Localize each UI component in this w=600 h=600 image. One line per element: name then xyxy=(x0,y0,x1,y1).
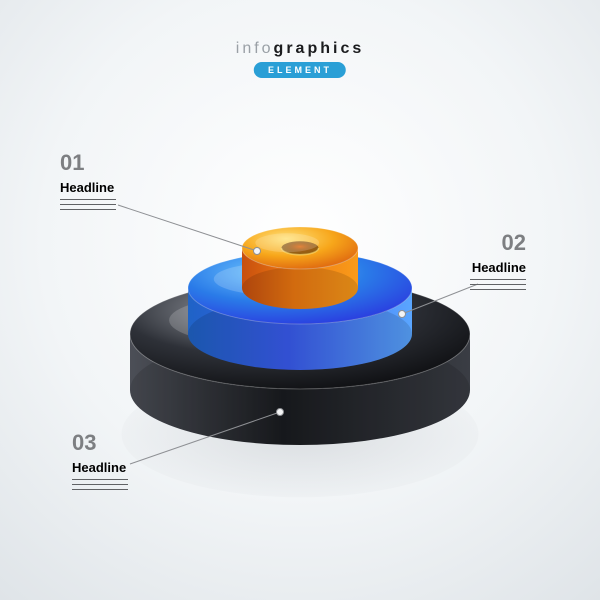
callout-number: 02 xyxy=(470,230,526,256)
callout-body-lines xyxy=(470,279,526,290)
callout-headline: Headline xyxy=(60,180,116,195)
callout-body-lines xyxy=(72,479,128,490)
callout-headline: Headline xyxy=(470,260,526,275)
callout-01: 01 Headline xyxy=(60,150,116,214)
callout-body-lines xyxy=(60,199,116,210)
callout-headline: Headline xyxy=(72,460,128,475)
callout-02: 02 Headline xyxy=(470,230,526,294)
callout-03: 03 Headline xyxy=(72,430,128,494)
callout-number: 01 xyxy=(60,150,116,176)
tiers-figure xyxy=(0,0,600,600)
callout-number: 03 xyxy=(72,430,128,456)
canvas: infographics ELEMENT 01Headline02Headlin… xyxy=(0,0,600,600)
